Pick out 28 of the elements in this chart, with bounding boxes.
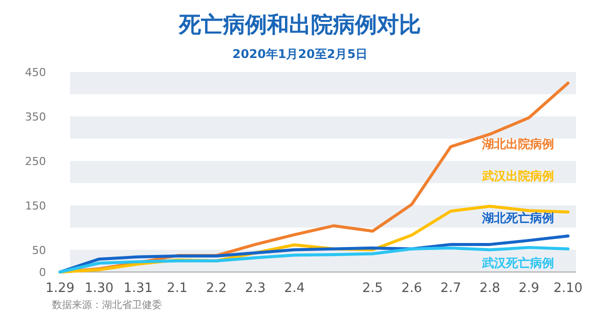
x-tick-label: 2.5 (362, 281, 383, 296)
x-tick-label: 2.2 (206, 281, 227, 296)
x-tick-label: 2.1 (166, 281, 188, 296)
chart-subtitle: 2020年1月20至2月5日 (232, 47, 368, 61)
x-tick-label: 2.6 (401, 281, 422, 296)
line-series (58, 234, 570, 274)
y-tick-label: 50 (32, 244, 46, 257)
series-label: 武汉死亡病例 (481, 256, 554, 270)
y-tick-label: 0 (39, 266, 46, 279)
x-tick-label: 1.29 (46, 281, 74, 296)
y-tick-label: 350 (25, 110, 46, 124)
x-tick-label: 2.8 (480, 281, 500, 296)
x-tick-label: 1.31 (124, 281, 153, 296)
x-tick-label: 2.4 (284, 281, 305, 296)
series-label: 湖北死亡病例 (481, 211, 554, 225)
y-tick-label: 250 (25, 154, 46, 168)
x-tick-label: 2.9 (518, 281, 540, 296)
x-tick-label: 2.3 (245, 281, 266, 296)
text: 武汉出院病例 (481, 169, 554, 183)
x-tick-label: 1.30 (84, 281, 114, 296)
y-tick-label: 450 (25, 66, 46, 79)
chart-title: 死亡病例和出院病例对比 (178, 12, 421, 38)
series-label: 湖北出院病例 (481, 137, 554, 151)
source-note: 数据来源：湖北省卫健委 (52, 299, 162, 311)
x-tick-label: 2.7 (440, 281, 462, 296)
line-series (58, 246, 570, 274)
x-tick-label: 2.10 (554, 281, 582, 296)
y-tick-label: 150 (25, 199, 46, 212)
